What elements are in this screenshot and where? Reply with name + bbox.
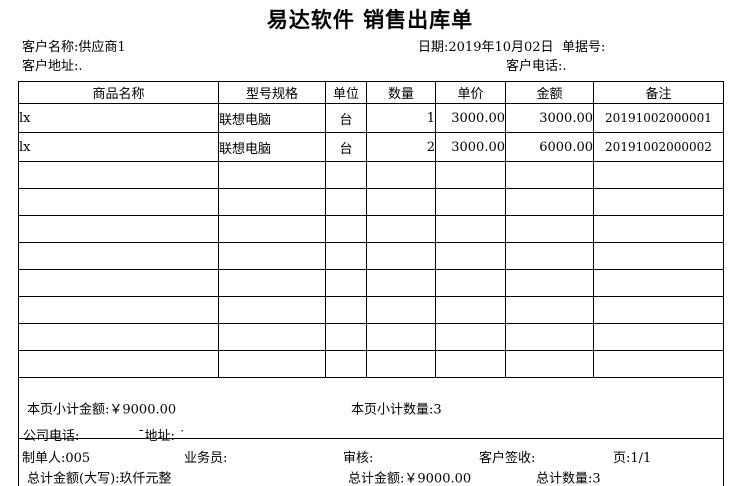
company-address-field: ˉ地址: ˙	[138, 429, 186, 445]
column-header-quantity: 数量	[366, 81, 436, 104]
table-row-empty	[18, 323, 724, 351]
cell-quantity: 1	[366, 103, 436, 133]
page-number: 页:1/1	[613, 451, 652, 466]
column-header-spec: 型号规格	[218, 81, 326, 104]
customer-name-label: 客户名称:	[22, 40, 79, 55]
grand-total-row: 总计金额(大写):玖仟元整 总计金额:￥9000.00 总计数量:3	[18, 438, 724, 486]
cell-unit-price: 3000.00	[435, 103, 506, 133]
table-row-empty	[18, 215, 724, 243]
items-table: 商品名称 型号规格 单位 数量 单价 金额 备注 lx 联想电脑 台 1 300…	[18, 81, 724, 486]
creator-field: 制单人:005	[22, 451, 91, 466]
company-address-value: ˙	[174, 429, 186, 444]
customer-address-label: 客户地址:	[22, 59, 79, 74]
customer-phone-field: 客户电话:.	[506, 59, 567, 75]
page-subtotal-row: 本页小计金额:￥9000.00 本页小计数量:3	[18, 377, 724, 439]
date-field: 日期:2019年10月02日	[418, 40, 554, 56]
customer-address-value: .	[78, 59, 83, 74]
cell-spec: 联想电脑	[218, 132, 326, 162]
cell-amount: 3000.00	[505, 103, 594, 133]
page-title: 易达软件 销售出库单	[266, 8, 474, 32]
cell-remark: 20191002000001	[593, 103, 724, 133]
date-value: 2019年10月02日	[448, 40, 554, 55]
company-phone-field: 公司电话:	[23, 429, 80, 444]
customer-name-value: 供应商1	[78, 40, 126, 55]
cell-quantity: 2	[366, 132, 436, 162]
table-row-empty	[18, 242, 724, 270]
cell-product-name: lx	[18, 103, 219, 133]
table-row-empty	[18, 350, 724, 378]
customer-address-field: 客户地址:.	[22, 59, 83, 75]
cell-remark: 20191002000002	[593, 132, 724, 162]
table-row-empty	[18, 161, 724, 189]
table-row-empty	[18, 188, 724, 216]
cell-unit: 台	[325, 132, 367, 162]
total-quantity: 总计数量:3	[536, 471, 601, 486]
cell-unit-price: 3000.00	[435, 132, 506, 162]
date-label: 日期:	[418, 40, 449, 55]
page-subtotal-quantity: 本页小计数量:3	[351, 402, 442, 418]
cell-spec: 联想电脑	[218, 103, 326, 133]
customer-name-field: 客户名称:供应商1	[22, 40, 126, 56]
column-header-remark: 备注	[593, 81, 724, 104]
customer-sign-field: 客户签收:	[479, 451, 536, 466]
column-header-unit: 单位	[325, 81, 367, 104]
page-subtotal-amount: 本页小计金额:￥9000.00	[27, 402, 177, 418]
customer-phone-value: .	[562, 59, 567, 74]
table-row-empty	[18, 296, 724, 324]
total-amount: 总计金额:￥9000.00	[348, 471, 472, 486]
doc-no-label: 单据号:	[562, 40, 606, 55]
column-header-amount: 金额	[505, 81, 594, 104]
table-row: lx 联想电脑 台 1 3000.00 3000.00 201910020000…	[18, 103, 724, 133]
salesperson-field: 业务员:	[184, 451, 228, 466]
total-amount-in-words: 总计金额(大写):玖仟元整	[27, 471, 172, 486]
doc-no-field: 单据号:	[562, 40, 605, 56]
cell-unit: 台	[325, 103, 367, 133]
column-header-product-name: 商品名称	[18, 81, 219, 104]
cell-product-name: lx	[18, 132, 219, 162]
auditor-field: 审核:	[343, 451, 374, 466]
table-header-row: 商品名称 型号规格 单位 数量 单价 金额 备注	[18, 81, 724, 104]
company-address-label: ˉ地址:	[138, 429, 175, 444]
table-row-empty	[18, 269, 724, 297]
cell-amount: 6000.00	[505, 132, 594, 162]
column-header-unit-price: 单价	[435, 81, 506, 104]
table-row: lx 联想电脑 台 2 3000.00 6000.00 201910020000…	[18, 132, 724, 162]
customer-phone-label: 客户电话:	[506, 59, 563, 74]
